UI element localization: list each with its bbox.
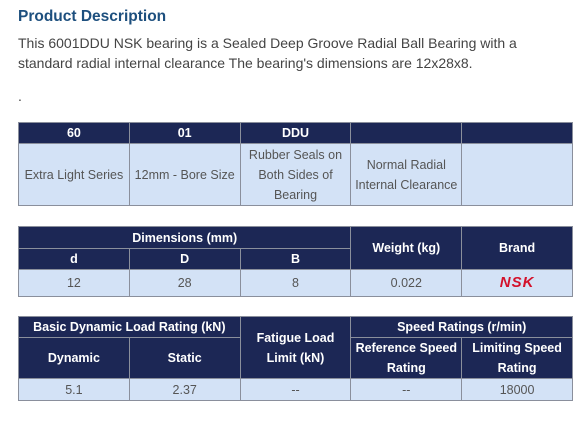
header-cell: Reference Speed Rating <box>350 337 463 379</box>
header-cell <box>350 122 463 144</box>
header-cell <box>461 122 573 144</box>
brand-text: NSK <box>499 274 535 291</box>
cell: 12 <box>18 269 130 297</box>
header-cell: Weight (kg) <box>350 226 463 270</box>
header-cell: Speed Ratings (r/min) <box>350 316 573 338</box>
title: Product Description <box>18 8 167 25</box>
header-cell: D <box>128 248 241 270</box>
rating-table: Basic Dynamic Load Rating (kN) Fatigue Lo… <box>18 316 573 401</box>
header-cell: DDU <box>239 122 352 144</box>
cell: 18000 <box>461 378 573 401</box>
cell: -- <box>239 378 352 401</box>
header-cell: 01 <box>128 122 241 144</box>
dot: . <box>18 88 22 104</box>
brand-logo: NSK <box>461 269 573 297</box>
description-line: This 6001DDU NSK bearing is a Sealed Dee… <box>18 35 517 51</box>
cell: 28 <box>128 269 241 297</box>
header-cell: d <box>18 248 130 270</box>
cell: -- <box>350 378 463 401</box>
cell: 5.1 <box>18 378 130 401</box>
cell: 2.37 <box>128 378 241 401</box>
cell: 0.022 <box>350 269 463 297</box>
cell: Rubber Seals on Both Sides of Bearing <box>239 143 352 206</box>
description-line: standard radial internal clearance The b… <box>18 55 473 71</box>
cell: Normal Radial Internal Clearance <box>350 143 463 206</box>
header-cell: 60 <box>18 122 130 144</box>
cell: Extra Light Series <box>18 143 130 206</box>
header-cell: Limiting Speed Rating <box>461 337 573 379</box>
header-cell: Dimensions (mm) <box>17 226 352 249</box>
cell: 12mm - Bore Size <box>128 143 241 206</box>
cell <box>461 143 573 206</box>
header-cell: Basic Dynamic Load Rating (kN) <box>18 316 241 338</box>
header-cell: Dynamic <box>18 337 130 379</box>
header-cell: B <box>239 248 352 270</box>
code-table: 60 01 DDU Extra Light Series 12mm - Bore Si… <box>18 122 573 206</box>
header-cell: Static <box>128 337 241 379</box>
header-cell: Fatigue Load Limit (kN) <box>239 316 352 379</box>
cell: 8 <box>239 269 352 297</box>
header-cell: Brand <box>461 226 573 270</box>
